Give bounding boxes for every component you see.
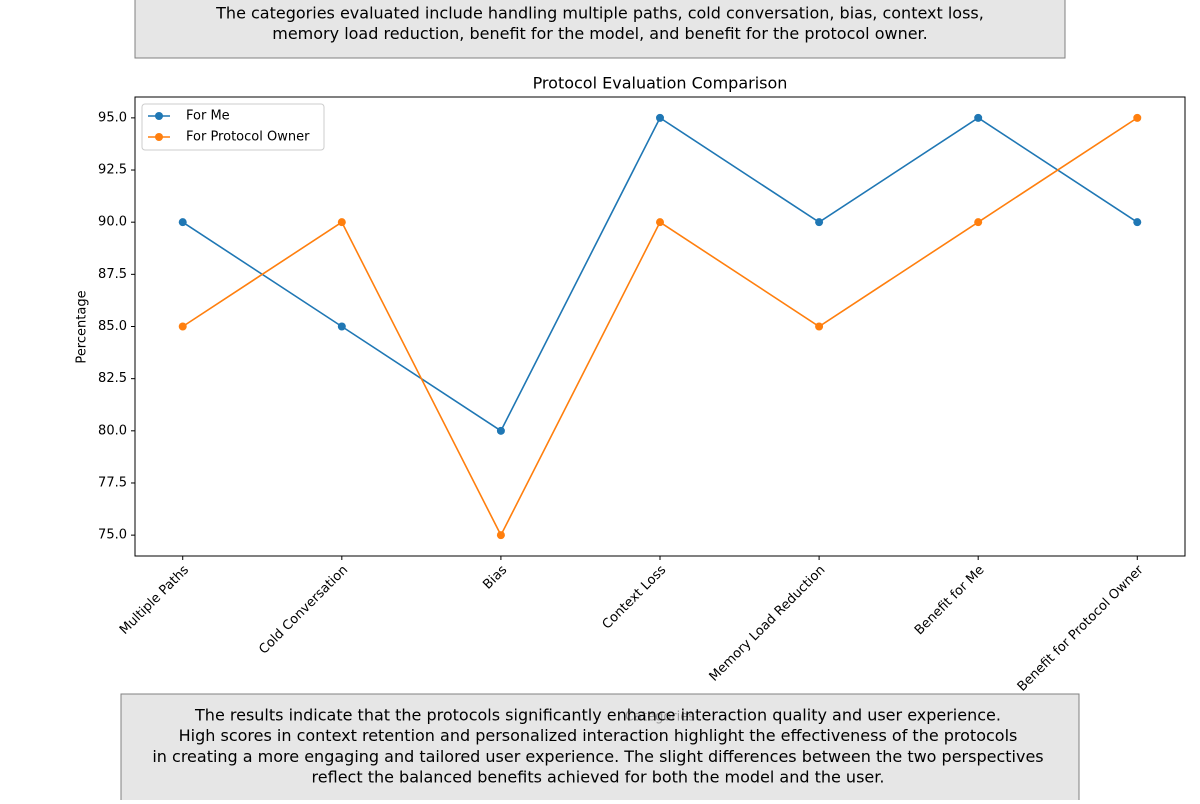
point — [496, 426, 505, 435]
point — [656, 218, 664, 227]
point — [1133, 218, 1142, 227]
point — [337, 322, 346, 331]
legend-box — [141, 103, 325, 151]
legend-label: For Protocol Owner — [186, 130, 310, 145]
y-tick-label: 95.0 — [98, 110, 127, 125]
point — [178, 218, 187, 227]
footer-text: The results indicate that the protocols … — [152, 706, 1043, 787]
point — [178, 322, 187, 331]
point — [815, 322, 824, 331]
footer-line: High scores in context retention and per… — [179, 726, 1018, 745]
y-tick-label: 85.0 — [98, 319, 127, 334]
footer-box — [120, 693, 1080, 804]
header-line: memory load reduction, benefit for the m… — [272, 24, 928, 43]
y-tick-label: 80.0 — [98, 423, 127, 438]
footer-line: The results indicate that the protocols … — [194, 706, 1001, 725]
y-tick-label: 77.5 — [98, 475, 127, 490]
legend-marker — [155, 133, 163, 141]
y-tick-label: 75.0 — [98, 528, 127, 543]
header-box — [134, 0, 1066, 59]
y-tick-label: 82.5 — [98, 371, 127, 386]
footer-line: in creating a more engaging and tailored… — [152, 747, 1043, 766]
y-tick-label: 92.5 — [98, 163, 127, 178]
point — [974, 113, 983, 122]
point — [974, 218, 983, 227]
legend-label: For Me — [186, 109, 230, 124]
point — [1133, 113, 1142, 122]
point — [337, 218, 346, 227]
y-tick-label: 87.5 — [98, 267, 127, 282]
y-axis-label: Percentage — [75, 290, 90, 363]
header-text: The categories evaluated include handlin… — [215, 4, 984, 44]
x-axis-label: Categories — [625, 710, 695, 725]
point — [496, 531, 505, 540]
chart-title: Protocol Evaluation Comparison — [533, 74, 788, 93]
header-line: The categories evaluated include handlin… — [215, 4, 984, 23]
footer-line: reflect the balanced benefits achieved f… — [312, 768, 885, 787]
y-tick-label: 90.0 — [98, 215, 127, 230]
point — [815, 218, 824, 227]
point — [656, 113, 664, 122]
legend-marker — [155, 112, 163, 120]
